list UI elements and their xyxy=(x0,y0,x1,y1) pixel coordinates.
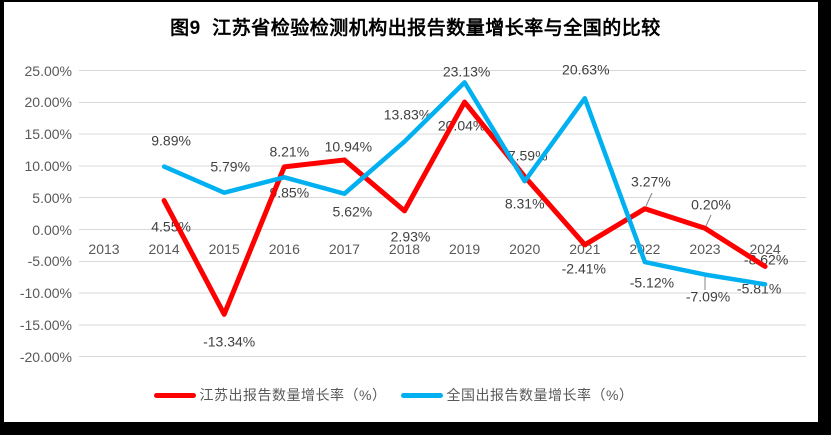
x-axis-label-2018: 2018 xyxy=(388,241,421,257)
data-label-national-2021: 20.63% xyxy=(562,61,610,78)
data-label-national-2019: 23.13% xyxy=(442,63,491,80)
y-axis-tick-label: 0.00% xyxy=(32,221,72,238)
x-axis-label-2023: 2023 xyxy=(689,241,721,257)
chart-legend: 江苏出报告数量增长率（%） 全国出报告数量增长率（%） xyxy=(0,385,809,405)
data-label-jiangsu-2024: -5.81% xyxy=(736,280,782,297)
data-label-national-2020: 7.59% xyxy=(507,147,548,164)
data-label-jiangsu-2015: -13.34% xyxy=(203,333,256,350)
data-label-jiangsu-2023: 0.20% xyxy=(691,196,731,213)
data-label-national-2015: 5.79% xyxy=(210,158,251,175)
data-label-national-2017: 5.62% xyxy=(332,203,373,220)
x-axis-label-2020: 2020 xyxy=(509,241,541,257)
x-axis-label-2013: 2013 xyxy=(88,241,120,257)
x-axis-label-2022: 2022 xyxy=(629,241,661,257)
y-axis-tick-label: -20.00% xyxy=(19,348,72,365)
chart-title: 图9 江苏省检验检测机构出报告数量增长率与全国的比较 xyxy=(170,18,661,39)
data-label-jiangsu-2018: 2.93% xyxy=(390,228,431,245)
legend-item-national: 全国出报告数量增长率（%） xyxy=(400,385,634,405)
y-axis-tick-label: -15.00% xyxy=(19,316,72,333)
data-label-jiangsu-2019: 20.04% xyxy=(437,117,486,134)
x-axis-label-2021: 2021 xyxy=(569,241,601,257)
data-label-jiangsu-2022: 3.27% xyxy=(631,173,671,190)
x-axis-label-2024: 2024 xyxy=(749,241,781,257)
y-axis-tick-label: 15.00% xyxy=(24,126,72,143)
data-label-national-2023: -7.09% xyxy=(685,288,731,305)
data-label-jiangsu-2020: 8.31% xyxy=(504,195,545,212)
legend-label-jiangsu: 江苏出报告数量增长率（%） xyxy=(199,387,387,403)
y-axis-tick-label: 10.00% xyxy=(24,157,72,174)
x-axis-label-2017: 2017 xyxy=(328,241,360,257)
legend-line-sample-jiangsu xyxy=(153,392,196,398)
data-label-national-2018: 13.83% xyxy=(383,106,432,123)
legend-label-national: 全国出报告数量增长率（%） xyxy=(446,387,634,403)
y-axis-tick-label: 20.00% xyxy=(24,94,72,111)
y-axis-tick-label: 25.00% xyxy=(24,62,72,79)
legend-item-jiangsu: 江苏出报告数量增长率（%） xyxy=(153,385,387,405)
data-label-national-2022: -5.12% xyxy=(629,274,675,291)
x-axis-label-2016: 2016 xyxy=(268,241,300,257)
data-label-national-2016: 8.21% xyxy=(269,143,310,160)
x-axis-label-2019: 2019 xyxy=(449,241,481,257)
y-axis-tick-label: -10.00% xyxy=(19,285,72,302)
data-label-leader-line xyxy=(705,214,712,227)
x-axis-label-2015: 2015 xyxy=(208,241,240,257)
data-label-jiangsu-2017: 10.94% xyxy=(324,138,373,155)
data-label-jiangsu-2016: 9.85% xyxy=(269,184,310,201)
national-line-series xyxy=(161,80,768,287)
x-axis-label-2014: 2014 xyxy=(148,241,180,257)
jiangsu-line-series xyxy=(161,99,768,317)
y-axis-tick-label: 5.00% xyxy=(32,189,72,206)
legend-line-sample-national xyxy=(400,392,443,398)
data-label-jiangsu-2021: -2.41% xyxy=(561,260,606,277)
data-label-leader-line xyxy=(645,192,653,207)
data-label-national-2024: -8.62% xyxy=(743,251,789,268)
data-label-national-2014: 9.89% xyxy=(151,132,191,149)
data-label-jiangsu-2014: 4.55% xyxy=(151,218,191,235)
y-axis-tick-label: -5.00% xyxy=(27,253,72,270)
